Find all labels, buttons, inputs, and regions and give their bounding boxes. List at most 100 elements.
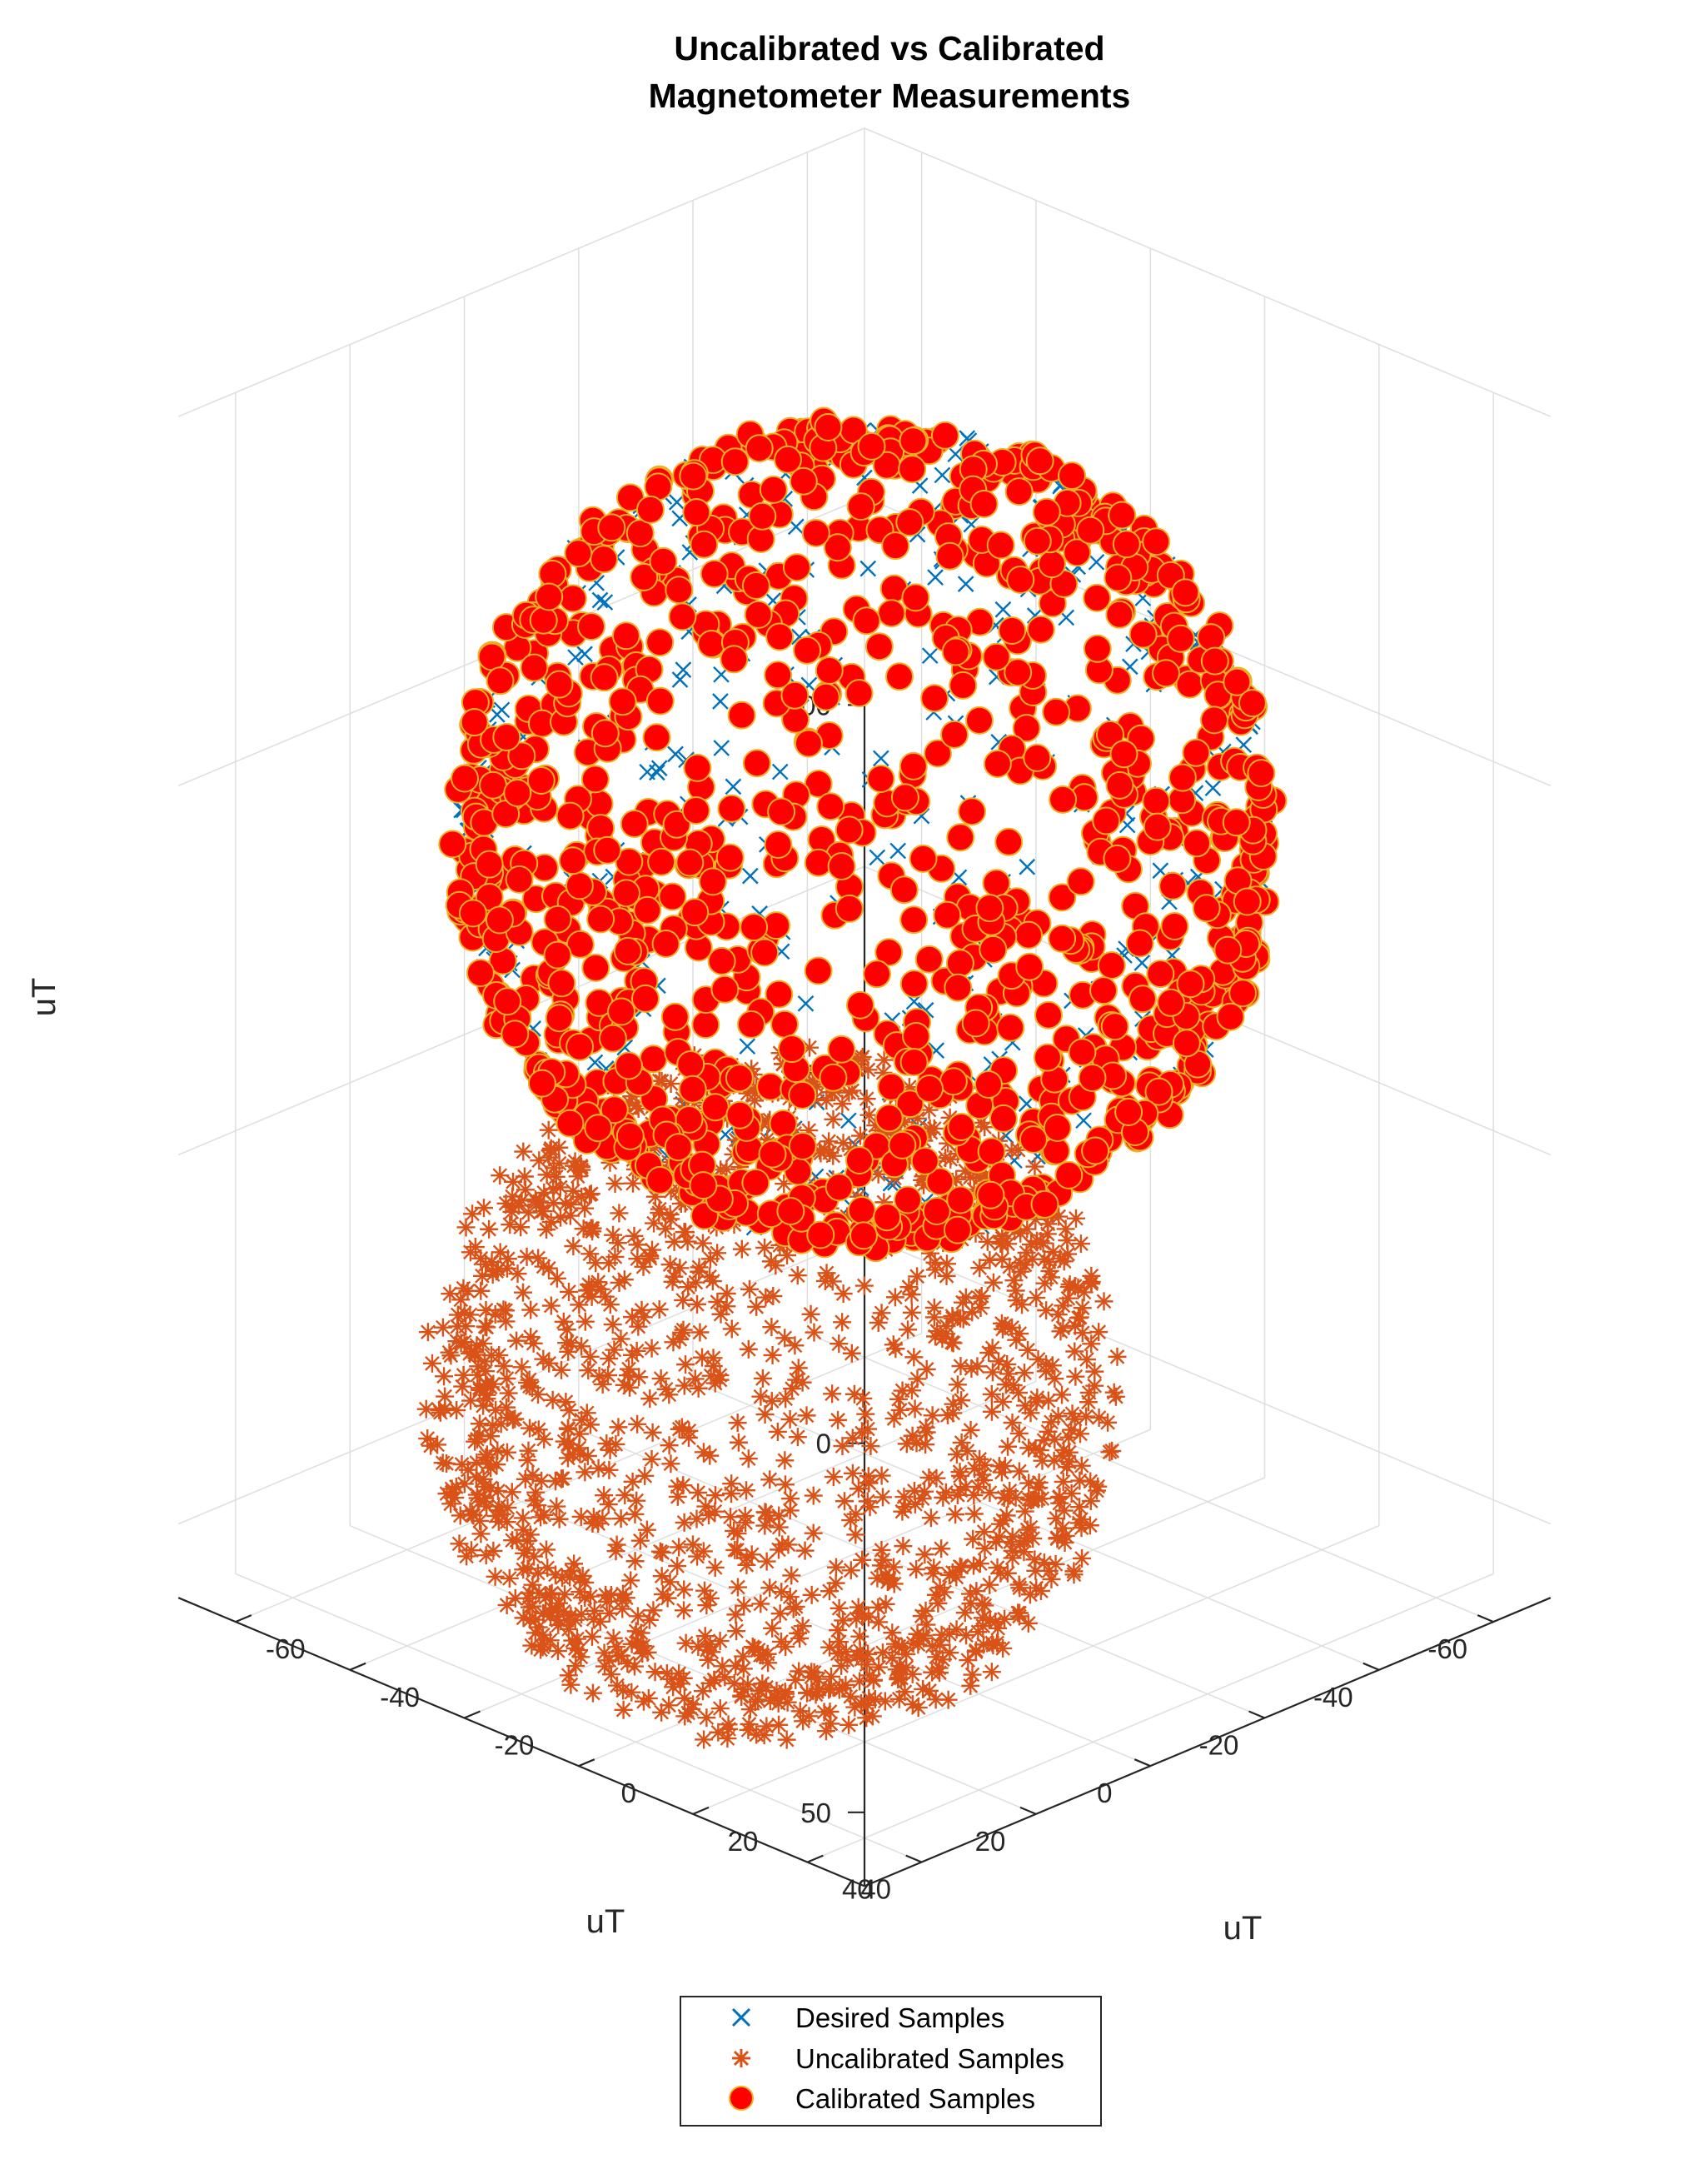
- x-tick: [1019, 1806, 1037, 1815]
- uncalibrated-sample-point: [929, 1663, 949, 1683]
- uncalibrated-sample-point: [776, 1475, 795, 1494]
- calibrated-sample-point: [479, 770, 507, 800]
- calibrated-sample-point: [597, 513, 626, 542]
- uncalibrated-sample-point: [710, 1366, 730, 1385]
- uncalibrated-sample-point: [579, 1361, 598, 1380]
- uncalibrated-sample-point: [628, 1414, 647, 1434]
- uncalibrated-sample-point: [726, 1605, 745, 1624]
- uncalibrated-sample-point: [693, 1234, 712, 1253]
- uncalibrated-sample-point: [790, 1662, 809, 1681]
- desired-sample-point: [667, 745, 684, 763]
- uncalibrated-sample-point: [830, 1598, 849, 1618]
- uncalibrated-sample-point: [734, 1659, 753, 1678]
- calibrated-sample-point: [946, 1185, 975, 1214]
- uncalibrated-sample-point: [834, 1134, 853, 1153]
- uncalibrated-sample-point: [558, 1449, 577, 1468]
- uncalibrated-sample-point: [580, 1587, 600, 1606]
- uncalibrated-sample-point: [568, 1167, 587, 1186]
- uncalibrated-sample-point: [897, 1644, 916, 1663]
- uncalibrated-sample-point: [859, 1666, 879, 1685]
- calibrated-sample-point: [895, 1090, 924, 1119]
- uncalibrated-sample-point: [1022, 1491, 1041, 1510]
- uncalibrated-sample-point: [1081, 1492, 1100, 1511]
- uncalibrated-sample-point: [637, 1520, 656, 1539]
- calibrated-sample-point: [976, 1180, 1005, 1209]
- uncalibrated-sample-point: [497, 1369, 516, 1388]
- uncalibrated-sample-point: [890, 1400, 909, 1419]
- uncalibrated-sample-point: [1059, 1428, 1079, 1447]
- desired-sample-point: [725, 778, 742, 795]
- uncalibrated-sample-point: [687, 1509, 706, 1528]
- calibrated-sample-point: [877, 1072, 906, 1101]
- uncalibrated-sample-point: [737, 1481, 756, 1500]
- uncalibrated-sample-point: [517, 1540, 536, 1559]
- calibrated-sample-point: [700, 559, 729, 588]
- calibrated-sample-point: [598, 1024, 627, 1053]
- calibrated-sample-point: [1105, 600, 1134, 629]
- x-tick: [1133, 1758, 1151, 1768]
- uncalibrated-sample-point: [926, 1327, 945, 1346]
- uncalibrated-sample-point: [665, 1232, 684, 1251]
- uncalibrated-sample-point: [492, 1504, 511, 1523]
- uncalibrated-sample-point: [886, 1339, 905, 1359]
- desired-sample-point: [1075, 1112, 1092, 1129]
- calibrated-sample-point: [1143, 812, 1172, 841]
- uncalibrated-sample-point: [599, 1495, 618, 1514]
- uncalibrated-sample-point: [924, 1558, 944, 1578]
- uncalibrated-sample-point: [466, 1432, 485, 1451]
- uncalibrated-sample-point: [607, 1535, 626, 1554]
- uncalibrated-sample-point: [645, 1214, 664, 1233]
- calibrated-sample-point: [529, 606, 558, 635]
- uncalibrated-sample-point: [580, 1185, 600, 1204]
- calibrated-sample-point: [680, 898, 710, 927]
- calibrated-sample-point: [1032, 497, 1061, 526]
- uncalibrated-sample-point: [1042, 1268, 1061, 1287]
- y-tick-label: -20: [495, 1730, 535, 1761]
- uncalibrated-sample-point: [700, 1506, 719, 1525]
- calibrated-sample-point: [1175, 670, 1204, 699]
- uncalibrated-sample-point: [905, 1494, 924, 1513]
- calibrated-sample-point: [1083, 583, 1112, 612]
- grid-line: [864, 1234, 1552, 1525]
- uncalibrated-sample-point: [745, 1693, 765, 1712]
- z-tick-label: 0: [816, 1429, 831, 1459]
- uncalibrated-sample-point: [1004, 1376, 1023, 1395]
- uncalibrated-sample-point: [599, 1366, 618, 1385]
- uncalibrated-sample-point: [441, 1494, 461, 1513]
- calibrated-sample-point: [745, 434, 774, 463]
- uncalibrated-sample-point: [745, 1084, 765, 1103]
- calibrated-sample-point: [939, 1067, 968, 1096]
- uncalibrated-sample-point: [662, 1669, 681, 1688]
- calibrated-sample-point: [888, 1130, 917, 1159]
- uncalibrated-sample-point: [661, 1454, 680, 1473]
- uncalibrated-sample-point: [521, 1419, 540, 1438]
- calibrated-sample-point: [611, 621, 640, 651]
- uncalibrated-sample-point: [629, 1317, 648, 1336]
- x-tick: [905, 1854, 923, 1863]
- uncalibrated-sample-point: [593, 1509, 612, 1528]
- uncalibrated-sample-point: [1065, 1277, 1084, 1296]
- uncalibrated-sample-point: [1054, 1472, 1073, 1491]
- calibrated-sample-point: [1038, 550, 1066, 579]
- desired-sample-point: [771, 763, 789, 780]
- uncalibrated-sample-point: [593, 1374, 612, 1394]
- uncalibrated-sample-point: [903, 1695, 922, 1714]
- calibrated-sample-point: [737, 1010, 765, 1039]
- uncalibrated-sample-point: [980, 1250, 999, 1269]
- calibrated-sample-point: [1006, 566, 1035, 594]
- uncalibrated-sample-point: [753, 1646, 772, 1665]
- calibrated-sample-point: [564, 539, 593, 568]
- uncalibrated-sample-point: [924, 1298, 944, 1317]
- calibrated-sample-point: [847, 1196, 876, 1224]
- calibrated-sample-point: [1097, 951, 1126, 980]
- calibrated-sample-point: [720, 645, 749, 674]
- calibrated-sample-point: [815, 656, 844, 685]
- uncalibrated-sample-point: [640, 1610, 659, 1629]
- uncalibrated-sample-point: [611, 1329, 630, 1349]
- uncalibrated-sample-point: [1027, 1578, 1046, 1598]
- uncalibrated-sample-point: [548, 1611, 567, 1630]
- uncalibrated-sample-point: [453, 1377, 472, 1396]
- uncalibrated-sample-point: [625, 1504, 645, 1523]
- uncalibrated-sample-point: [610, 1273, 629, 1292]
- uncalibrated-sample-point: [622, 1683, 641, 1702]
